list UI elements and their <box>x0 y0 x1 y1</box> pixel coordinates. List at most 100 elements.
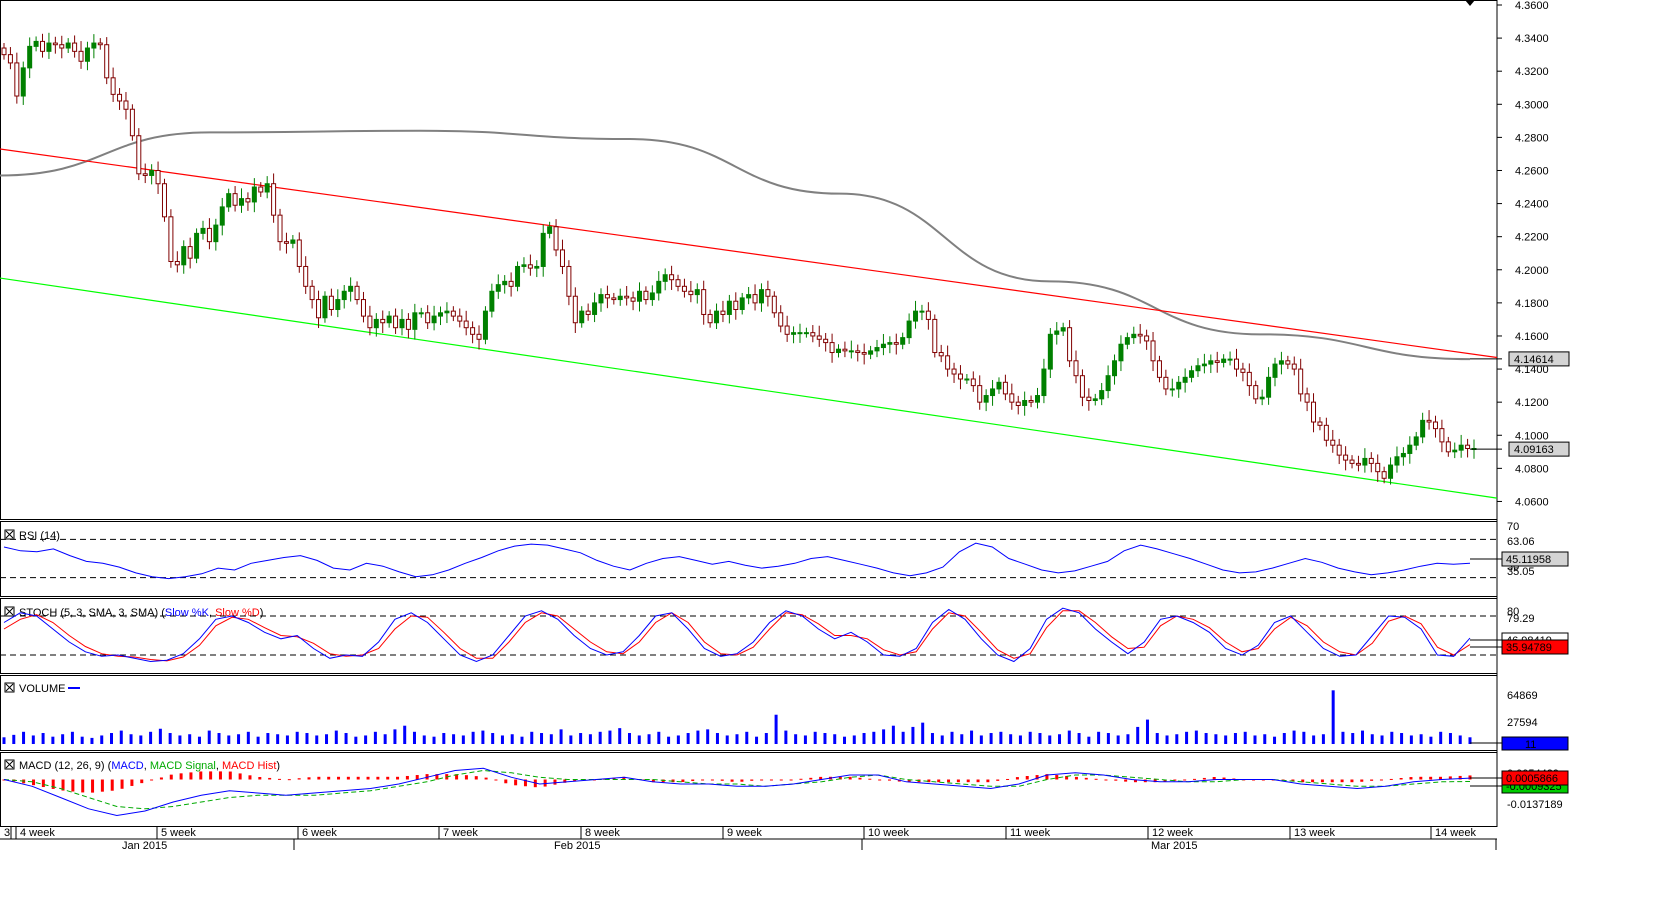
macd-hist-bar <box>100 779 104 792</box>
volume-bar <box>755 736 759 744</box>
candle <box>823 332 829 352</box>
macd-hist-bar <box>1094 778 1098 780</box>
volume-bar <box>608 730 612 744</box>
week-label: 5 week <box>161 827 196 839</box>
macd-hist-bar <box>1025 776 1029 780</box>
macd-hist-bar <box>327 776 331 780</box>
volume-bar <box>911 726 915 744</box>
volume-bar <box>2 737 6 744</box>
candle <box>1362 448 1368 473</box>
volume-bar <box>1243 731 1247 744</box>
candle <box>129 104 135 141</box>
candle <box>983 389 989 412</box>
macd-hist-bar <box>1291 779 1295 782</box>
week-label: 4 week <box>20 827 55 839</box>
candle <box>604 285 610 309</box>
candle <box>1388 457 1394 485</box>
macd-hist-bar <box>622 776 626 780</box>
candle <box>515 261 521 292</box>
candle <box>733 292 739 320</box>
volume-bar <box>1116 735 1120 744</box>
volume-bar <box>735 734 739 744</box>
candle <box>829 333 835 363</box>
macd-hist-bar <box>435 774 439 780</box>
macd-hist-bar <box>573 779 577 782</box>
macd-hist-bar <box>710 779 714 781</box>
macd-hist-bar <box>228 771 232 780</box>
candle <box>1439 419 1445 453</box>
candle <box>1233 348 1239 377</box>
volume-bar <box>1302 731 1306 744</box>
candle <box>534 260 540 278</box>
candle <box>52 36 58 54</box>
candle <box>996 377 1002 394</box>
price-tick-label: 4.1400 <box>1515 364 1549 376</box>
volume-bar <box>579 733 583 744</box>
macd-hist-bar <box>1379 779 1383 781</box>
candle <box>149 164 155 185</box>
macd-hist-bar <box>1074 776 1078 780</box>
candle <box>739 292 745 315</box>
volume-bar <box>745 731 749 744</box>
candle <box>328 288 334 316</box>
volume-bar <box>1429 736 1433 744</box>
candle <box>1092 393 1098 406</box>
volume-bar <box>930 733 934 744</box>
volume-bar <box>872 731 876 744</box>
candle <box>194 228 200 264</box>
panel-frame-1 <box>0 521 1498 597</box>
candle <box>142 163 148 184</box>
candle <box>1 43 7 60</box>
candle <box>611 292 617 305</box>
month-label: Feb 2015 <box>554 840 600 852</box>
macd-hist-bar <box>1183 779 1187 781</box>
candle <box>181 240 187 274</box>
candle <box>592 292 598 323</box>
volume-bar <box>598 731 602 744</box>
volume-bar <box>1028 731 1032 744</box>
volume-bar <box>285 735 289 744</box>
candle <box>219 197 225 236</box>
candle <box>1445 436 1451 457</box>
candle <box>78 41 84 69</box>
candle <box>1259 389 1265 406</box>
macd-hist-bar <box>1045 774 1049 780</box>
volume-bar <box>80 736 84 744</box>
volume-bar <box>1360 730 1364 744</box>
volume-bar <box>1458 735 1462 744</box>
candle <box>206 218 212 250</box>
candle <box>161 178 167 222</box>
candle <box>630 291 636 311</box>
macd-hist-bar <box>1399 777 1403 780</box>
macd-hist-bar <box>130 779 134 786</box>
macd-hist-bar <box>1330 779 1334 783</box>
volume-bar <box>1263 734 1267 744</box>
macd-hist-bar <box>523 779 527 787</box>
volume-bar <box>520 736 524 744</box>
macd-hist-bar <box>1084 777 1088 780</box>
rsi-title: RSI (14) <box>19 530 60 542</box>
volume-bar <box>901 731 905 744</box>
candle <box>59 35 65 59</box>
candle <box>1214 351 1220 373</box>
candle <box>226 188 232 212</box>
macd-hist-bar <box>356 776 360 780</box>
candle <box>681 278 687 298</box>
volume-bar <box>843 736 847 744</box>
macd-hist-bar <box>248 775 252 780</box>
candle <box>502 275 508 294</box>
volume-bar <box>1351 733 1355 744</box>
candle <box>1086 388 1092 411</box>
rsi-level-label: 70 <box>1507 521 1519 533</box>
candle <box>861 343 867 365</box>
candle <box>585 303 591 321</box>
volume-bar <box>1038 733 1042 744</box>
candle <box>925 302 931 330</box>
macd-hist-bar <box>691 779 695 782</box>
price-tick-label: 4.3200 <box>1515 66 1549 78</box>
volume-bar <box>1204 733 1208 744</box>
volume-bar <box>1292 730 1296 744</box>
price-tick-label: 4.2000 <box>1515 265 1549 277</box>
candle <box>643 286 649 305</box>
candle <box>1343 446 1349 471</box>
